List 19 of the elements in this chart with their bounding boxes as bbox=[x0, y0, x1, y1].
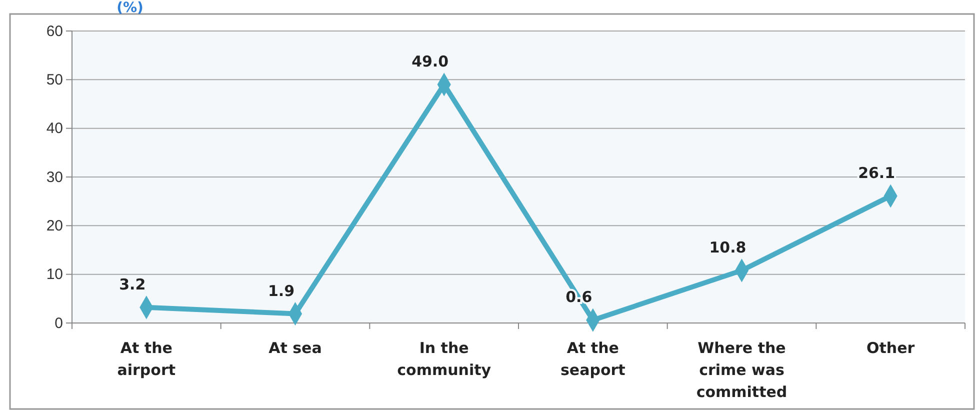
text: 1.9 bbox=[268, 282, 295, 300]
y-tick-label: 0 bbox=[54, 314, 63, 332]
text: 26.1 bbox=[858, 164, 896, 182]
text: 10.8 bbox=[709, 238, 746, 256]
y-tick-label: 30 bbox=[46, 168, 63, 186]
x-tick-label: In the community bbox=[397, 339, 492, 379]
y-tick-label: 50 bbox=[46, 71, 63, 88]
x-tick-label: At the airport bbox=[117, 339, 176, 379]
y-tick-label: 20 bbox=[46, 217, 63, 234]
x-tick-label: At sea bbox=[268, 339, 322, 357]
y-tick-label: 10 bbox=[46, 266, 63, 284]
x-tick-label: Other bbox=[866, 339, 916, 357]
text: 49.0 bbox=[412, 52, 449, 71]
y-tick-label: 60 bbox=[46, 22, 63, 40]
x-tick-label: At the seaport bbox=[560, 339, 626, 379]
text: 3.2 bbox=[119, 275, 146, 294]
x-tick-label: Where the crime was committed bbox=[696, 339, 788, 401]
chart-title: (%) bbox=[116, 0, 144, 16]
y-tick-label: 40 bbox=[46, 120, 63, 138]
